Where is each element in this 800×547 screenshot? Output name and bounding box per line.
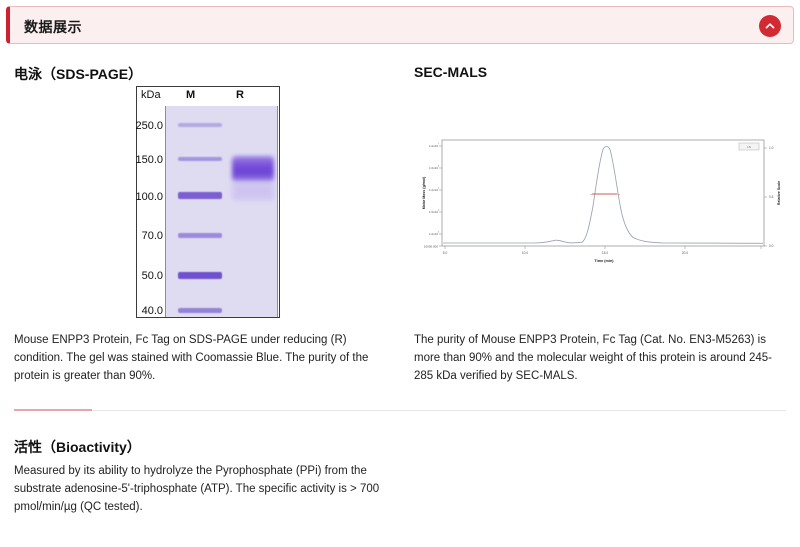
ladder-label: 100.0 [135, 191, 163, 203]
light-scattering-curve [443, 146, 764, 244]
ladder-band-70 [178, 233, 222, 238]
x-tick: 10.0 [522, 251, 528, 255]
ladder-band-250 [178, 123, 222, 127]
bioactivity-text: Measured by its ability to hydrolyze the… [14, 465, 380, 513]
y2-tick: 1.0 [769, 146, 774, 150]
x-tick: 20.0 [682, 251, 688, 255]
left-axis-exponents: 7 6 5 4 3 [438, 144, 440, 234]
svg-text:4: 4 [438, 210, 440, 212]
ladder-band-150 [178, 157, 222, 161]
y-axis-label: Molar Mass (g/mol) [422, 176, 426, 209]
gel-header-row: kDa M R [136, 86, 280, 106]
svg-text:1.0x10: 1.0x10 [429, 144, 438, 148]
ladder-band-40 [178, 308, 222, 313]
ladder-label: 150.0 [135, 154, 163, 166]
sec-mals-caption: The purity of Mouse ENPP3 Protein, Fc Ta… [414, 334, 772, 382]
x-tick: 15.0 [602, 251, 608, 255]
right-axis-ticks [764, 147, 767, 247]
svg-text:1.0x10: 1.0x10 [429, 232, 438, 236]
plot-area-border [441, 139, 765, 247]
chart-legend-box [738, 142, 760, 151]
ladder-band-100 [178, 192, 222, 199]
x-axis-label: Time (min) [594, 259, 614, 263]
svg-text:6: 6 [438, 166, 440, 168]
y2-axis-label: Relative Scale [777, 181, 781, 205]
svg-text:3: 3 [438, 232, 440, 234]
y2-tick: 0.5 [769, 195, 774, 199]
svg-text:1.0x10: 1.0x10 [429, 166, 438, 170]
gel-unit-label: kDa [141, 89, 161, 101]
x-tick: 5.0 [443, 251, 448, 255]
svg-text:1.0x10: 1.0x10 [429, 210, 438, 214]
ladder-band-50 [178, 272, 222, 279]
svg-text:7: 7 [438, 144, 440, 146]
panel-header: 数据展示 [6, 6, 794, 44]
section-title-bioactivity: 活性（Bioactivity） [14, 439, 141, 455]
left-axis-ticks [439, 145, 442, 247]
svg-text:5: 5 [438, 188, 440, 190]
left-axis-tick-labels: 1.0x10 1.0x10 1.0x10 1.0x10 1.0x10 10000… [424, 144, 439, 248]
chevron-up-icon [764, 20, 776, 32]
sample-band-shadow [232, 182, 274, 200]
chart-legend-label: LS [747, 145, 751, 149]
ladder-label: 40.0 [141, 305, 163, 317]
collapse-toggle-button[interactable] [759, 15, 781, 37]
sample-band-main [232, 156, 274, 182]
section-divider [14, 409, 786, 411]
svg-text:1.0x10: 1.0x10 [429, 188, 438, 192]
sds-page-gel-figure: kDa M R 250.0 150.0 100.0 70.0 50.0 40.0 [135, 86, 280, 318]
ladder-label: 50.0 [141, 270, 163, 282]
ladder-label: 70.0 [141, 230, 163, 242]
section-title-sds-page: 电泳（SDS-PAGE） [14, 66, 143, 82]
sec-mals-plot: 1.0x10 1.0x10 1.0x10 1.0x10 1.0x10 10000… [422, 139, 781, 263]
svg-text:10000.000: 10000.000 [424, 245, 439, 249]
sds-page-caption: Mouse ENPP3 Protein, Fc Tag on SDS-PAGE … [14, 334, 369, 382]
page-title: 数据展示 [24, 19, 82, 35]
ladder-label: 250.0 [135, 120, 163, 132]
y2-tick: 0.0 [769, 244, 774, 248]
x-axis-ticks [444, 246, 762, 249]
right-axis-tick-labels: 1.0 0.5 0.0 [769, 146, 774, 248]
sec-mals-chart: 1.0x10 1.0x10 1.0x10 1.0x10 1.0x10 10000… [414, 132, 784, 272]
gel-lane-label-marker: M [186, 89, 196, 101]
x-axis-tick-labels: 5.0 10.0 15.0 20.0 [443, 251, 689, 255]
gel-lane-label-sample: R [236, 89, 244, 101]
gel-ladder-labels: 250.0 150.0 100.0 70.0 50.0 40.0 [135, 106, 165, 317]
gel-lane-area [165, 106, 278, 317]
section-title-sec-mals: SEC-MALS [414, 64, 488, 80]
